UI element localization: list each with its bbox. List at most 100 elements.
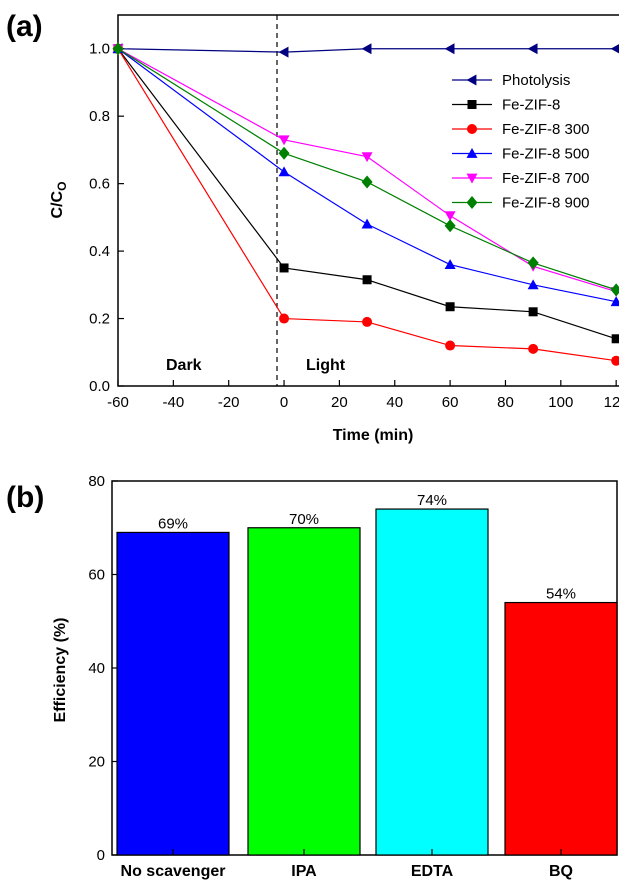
bar-value-label: 70%	[289, 511, 319, 528]
data-point	[528, 343, 539, 354]
y-tick-label: 1.0	[89, 41, 110, 58]
data-point	[611, 355, 619, 366]
legend-marker	[466, 74, 477, 86]
legend-label: Fe-ZIF-8	[502, 97, 560, 114]
data-point	[362, 275, 372, 285]
legend-marker	[467, 100, 477, 109]
data-point	[278, 135, 290, 146]
y-tick-label: 0.4	[89, 243, 110, 260]
legend-entry: Photolysis	[452, 72, 570, 89]
data-point	[112, 42, 124, 56]
x-tick-label: 60	[442, 394, 459, 411]
legend-label: Fe-ZIF-8 500	[502, 146, 590, 163]
data-point	[445, 302, 455, 312]
x-tick-label: -60	[107, 394, 129, 411]
series-fe-zif-8-900	[112, 42, 619, 297]
data-point	[610, 283, 619, 297]
x-axis-label: Time (min)	[333, 427, 414, 444]
legend-marker	[467, 124, 477, 134]
data-point	[278, 146, 290, 160]
data-point	[361, 218, 373, 229]
legend-entry: Fe-ZIF-8 900	[452, 195, 590, 212]
x-tick-label: -40	[163, 394, 185, 411]
y-tick-label: 0.0	[89, 378, 110, 395]
data-point	[278, 166, 290, 177]
x-tick-label: 0	[280, 394, 288, 411]
y-axis-label: C/CO	[49, 182, 69, 219]
y-tick-label: 0.2	[89, 311, 110, 328]
legend-label: Fe-ZIF-8 900	[502, 195, 590, 212]
x-tick-label: 100	[548, 394, 573, 411]
series-line	[117, 48, 617, 293]
bar-edta	[375, 508, 489, 856]
x-tick-label: 40	[386, 394, 403, 411]
bar-value-label: 54%	[546, 586, 576, 603]
y-tick-label: 40	[88, 660, 105, 677]
legend-entry: Fe-ZIF-8 500	[452, 146, 590, 163]
x-tick-label: 80	[497, 394, 514, 411]
legend-marker	[466, 148, 478, 158]
dark-region-label: Dark	[166, 357, 202, 374]
data-point	[362, 316, 373, 327]
category-label: BQ	[549, 863, 573, 880]
data-point	[444, 43, 455, 55]
data-point	[279, 263, 289, 273]
x-tick-label: 120	[604, 394, 619, 411]
legend-marker	[466, 196, 478, 209]
category-label: EDTA	[411, 863, 454, 880]
data-point	[361, 175, 373, 189]
series-photolysis	[112, 43, 619, 58]
data-point	[611, 334, 619, 344]
legend-label: Fe-ZIF-8 300	[502, 121, 590, 138]
data-point	[445, 340, 456, 351]
y-tick-label: 0.6	[89, 176, 110, 193]
series-line	[117, 48, 617, 340]
legend-entry: Fe-ZIF-8 300	[452, 121, 590, 138]
data-point	[610, 44, 619, 54]
bar-ipa	[247, 527, 361, 856]
data-point	[361, 152, 373, 163]
legend-label: Fe-ZIF-8 700	[502, 170, 590, 187]
line-chart-panel: (a) Dark Light -60 -40 -20 0 20 40 60 80 100 120 0…	[6, 10, 619, 444]
y-axis-label-efficiency: Efficiency (%)	[52, 618, 69, 723]
x-tick-label: -20	[218, 394, 240, 411]
data-point	[444, 259, 456, 269]
panel-b-label: (b)	[6, 481, 44, 514]
bar-value-label: 69%	[158, 515, 188, 532]
panel-a-label: (a)	[6, 10, 43, 43]
category-label: IPA	[291, 863, 317, 880]
data-point	[444, 219, 456, 233]
series-line	[117, 48, 617, 303]
data-point	[528, 307, 538, 317]
y-axis-label-sub: O	[55, 182, 69, 191]
y-tick-label: 0	[97, 847, 105, 864]
legend-entry: Fe-ZIF-8 700	[452, 170, 590, 187]
category-label: No scavenger	[121, 863, 226, 880]
legend-label: Photolysis	[502, 72, 570, 89]
x-tick-label: 20	[331, 394, 348, 411]
data-point	[444, 211, 456, 222]
plot-a-frame	[117, 14, 619, 387]
y-tick-label: 20	[88, 754, 105, 771]
y-tick-label: 60	[88, 567, 105, 584]
data-point	[527, 43, 538, 55]
y-axis-label-main: C/C	[49, 190, 66, 218]
series-line	[117, 48, 617, 53]
data-point	[278, 46, 289, 58]
legend-marker	[466, 173, 478, 184]
bar-no-scavenger	[116, 531, 230, 856]
data-point	[527, 256, 539, 270]
bar-bq	[504, 601, 618, 856]
bar-value-label: 74%	[417, 492, 447, 509]
data-point	[361, 43, 372, 55]
data-point	[610, 296, 619, 307]
data-point	[527, 279, 539, 290]
y-tick-label: 80	[88, 473, 105, 490]
series-line	[117, 48, 617, 362]
bar-chart-panel: (b) 0 20 40 60 80 69% No scavenger 70% IPA 74% ED…	[6, 473, 618, 880]
light-region-label: Light	[306, 357, 346, 374]
y-tick-label: 0.8	[89, 108, 110, 125]
series-line	[117, 48, 617, 291]
legend-entry: Fe-ZIF-8	[452, 97, 560, 114]
